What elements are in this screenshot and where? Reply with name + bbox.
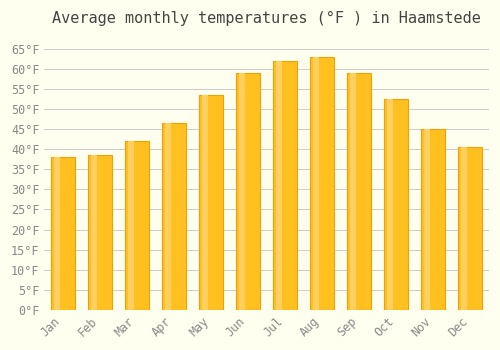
Bar <box>162 123 186 310</box>
Bar <box>347 73 372 310</box>
Bar <box>125 141 149 310</box>
Bar <box>276 61 282 310</box>
Bar <box>202 95 208 310</box>
Bar <box>54 158 60 310</box>
Bar <box>388 99 394 310</box>
Bar <box>239 73 245 310</box>
Bar <box>424 129 430 310</box>
Bar <box>51 158 75 310</box>
Bar <box>310 57 334 310</box>
Bar <box>350 73 356 310</box>
Bar <box>422 129 446 310</box>
Bar <box>128 141 134 310</box>
Bar <box>88 155 112 310</box>
Bar <box>273 61 297 310</box>
Bar <box>91 155 97 310</box>
Bar <box>313 57 319 310</box>
Bar <box>199 95 223 310</box>
Bar <box>236 73 260 310</box>
Bar <box>458 147 482 310</box>
Bar <box>165 123 171 310</box>
Bar <box>384 99 408 310</box>
Bar <box>462 147 468 310</box>
Title: Average monthly temperatures (°F ) in Haamstede: Average monthly temperatures (°F ) in Ha… <box>52 11 481 26</box>
